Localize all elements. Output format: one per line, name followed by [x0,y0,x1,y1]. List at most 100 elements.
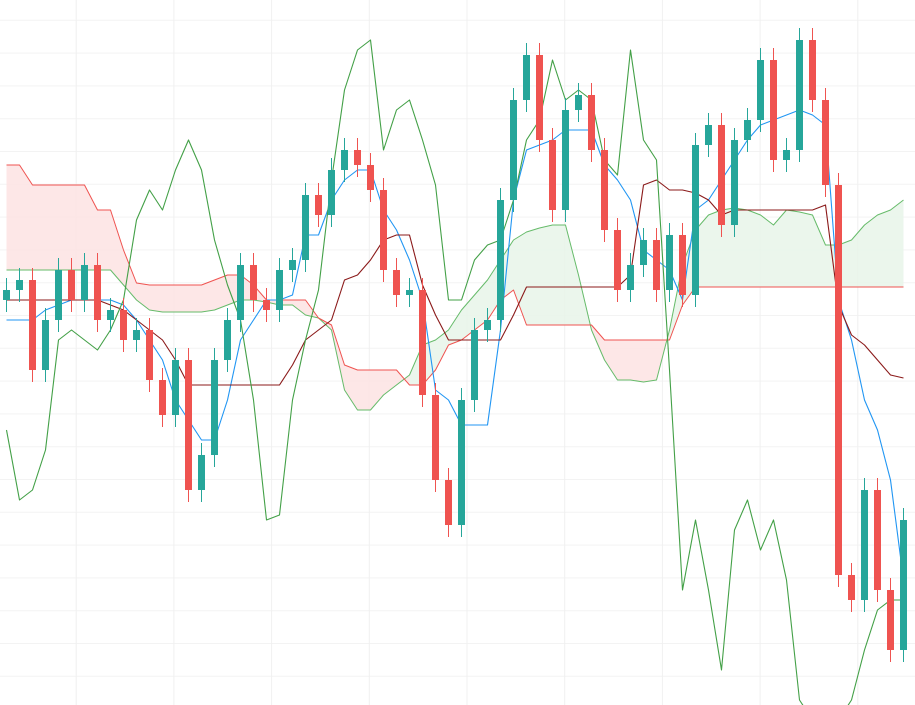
candle-body [705,125,712,145]
candle-body [68,270,75,300]
cloud-fill [292,300,306,315]
candle-body [679,235,686,295]
cloud-fill [97,210,111,270]
cloud-fill [162,285,176,312]
candle-body [770,60,777,160]
cloud-fill [890,200,904,287]
cloud-fill [214,275,228,310]
indicator-line [6,164,904,386]
candle-body [744,120,751,140]
candle-body [120,310,127,340]
candle-body [276,270,283,310]
candle-body [666,235,673,290]
cloud-fill [188,285,202,312]
candle-body [341,150,348,170]
candle-body [510,100,517,200]
cloud-fill [474,280,488,330]
candle-body [29,280,36,370]
cloud-fill [864,215,878,287]
cloud-fill [604,340,618,380]
candle-body [874,490,881,590]
cloud-fill [708,210,722,287]
cloud-fill [201,280,215,312]
cloud-fill [136,283,150,310]
indicator-line [5,39,904,705]
indicator-line [6,179,904,386]
cloud-fill [84,185,98,270]
candle-body [575,95,582,110]
cloud-fill [19,165,33,270]
candle-body [523,55,530,100]
cloud-fill [435,330,449,370]
candle-body [55,270,62,320]
candle-body [549,140,556,210]
candle-body [614,230,621,290]
cloud-fill [370,370,384,410]
candle-body [653,240,660,290]
cloud-fill [786,210,800,287]
cloud-fill [383,370,397,395]
candle-body [562,110,569,210]
indicator-lines [5,39,905,705]
cloud-fill [110,210,124,285]
candle-body [536,55,543,140]
candle-body [627,265,634,290]
candle-body [250,265,257,300]
candle-body [692,145,699,295]
cloud-fill [643,340,657,382]
candle-body [393,270,400,295]
candle-body [432,395,439,480]
candle-body [601,150,608,230]
candle-body [861,490,868,600]
cloud-fill [6,165,20,270]
cloud-fill [630,340,644,382]
candle-body [133,330,140,340]
cloud-fill [71,185,85,270]
candle-body [146,330,153,380]
cloud-fill [513,232,527,325]
indicator-line [6,109,905,581]
cloud-fill [552,225,566,325]
candle-body [887,590,894,650]
candle-body [367,165,374,190]
candle-body [406,290,413,295]
candle-body [328,170,335,215]
cloud-fill [773,210,787,287]
cloud-fill [760,215,774,287]
cloud-fill [123,250,137,300]
cloud-fill [32,185,46,270]
cloud-fill [45,185,59,270]
cloud-fill [734,208,748,287]
candle-body [380,190,387,270]
candle-body [757,60,764,120]
candle-body [302,195,309,260]
cloud-fill [149,285,163,312]
candle-body [783,150,790,160]
cloud-fill [799,212,813,287]
candle-body [3,290,10,300]
cloud-fill [851,225,865,287]
cloud-fill [58,185,72,270]
candle-body [211,360,218,455]
candle-body [185,360,192,490]
candle-body [731,140,738,225]
candle-body [237,265,244,320]
cloud-fill [877,210,891,287]
candle-body [718,125,725,225]
cloud-fill [357,370,371,410]
candle-body [445,480,452,525]
candle-body [81,265,88,300]
candle-body [458,400,465,525]
candle-body [107,310,114,320]
candle-body [94,265,101,320]
candle-body [16,280,23,290]
indicator-line [6,199,904,411]
candle-body [263,300,270,310]
candle-body [224,320,231,360]
candle-body [289,260,296,270]
cloud-fill [539,225,553,325]
candle-body [900,520,907,650]
candle-body [315,195,322,215]
cloud-fill [448,310,462,345]
